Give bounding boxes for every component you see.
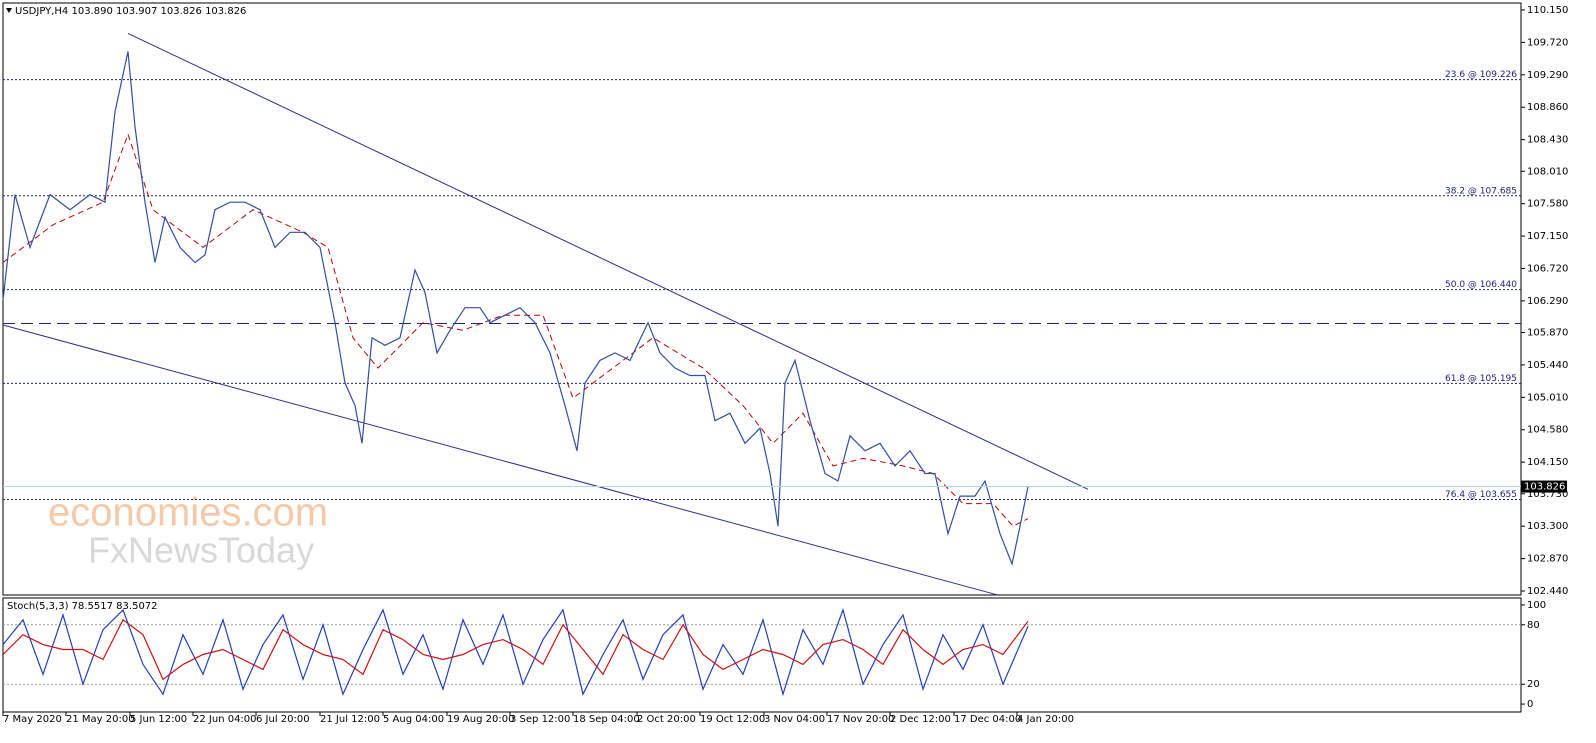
y-tick-label: 103.730 (1527, 489, 1568, 500)
fib-label: 38.2 @ 107.685 (1445, 186, 1517, 196)
x-tick-label: 5 Aug 04:00 (383, 714, 444, 725)
current-price-box (1521, 480, 1567, 493)
y-tick-label: 107.580 (1527, 199, 1568, 210)
y-tick-label: 109.290 (1527, 70, 1568, 81)
y-tick-label: 104.150 (1527, 457, 1568, 468)
y-tick-label: 104.580 (1527, 425, 1568, 436)
watermark: economies.com (48, 491, 328, 535)
fib-label: 76.4 @ 103.655 (1445, 490, 1517, 500)
stoch-title: Stoch(5,3,3) 78.5517 83.5072 (7, 601, 158, 612)
x-tick-label: 19 Oct 12:00 (700, 714, 765, 725)
y-tick-label: 20 (1527, 679, 1540, 690)
x-tick-label: 4 Jan 20:00 (1017, 714, 1074, 725)
x-tick-label: 17 Dec 04:00 (954, 714, 1021, 725)
stoch-line (2, 607, 1029, 697)
y-tick-label: 109.720 (1527, 37, 1568, 48)
x-tick-label: 19 Aug 20:00 (447, 714, 514, 725)
x-tick-label: 17 Nov 20:00 (827, 714, 894, 725)
x-tick-label: 3 Nov 04:00 (764, 714, 825, 725)
y-tick-label: 80 (1527, 620, 1540, 631)
x-tick-label: 21 Jul 12:00 (320, 714, 380, 725)
y-tick-label: 105.010 (1527, 392, 1568, 403)
x-tick-label: 7 May 2020 (3, 714, 62, 725)
y-tick-label: 106.290 (1527, 296, 1568, 307)
fib-label: 23.6 @ 109.226 (1445, 70, 1517, 80)
current-price-label: 103.826 (1524, 482, 1565, 493)
y-tick-label: 110.150 (1527, 5, 1568, 16)
x-tick-label: 18 Sep 04:00 (573, 714, 640, 725)
y-tick-label: 105.870 (1527, 328, 1568, 339)
y-tick-label: 102.440 (1527, 586, 1568, 597)
stoch-line (2, 618, 1029, 681)
trendline (127, 32, 1089, 490)
x-tick-label: 22 Jun 04:00 (193, 714, 257, 725)
fib-label: 50.0 @ 106.440 (1445, 280, 1517, 290)
y-tick-label: 108.010 (1527, 166, 1568, 177)
chart-title: USDJPY,H4 103.890 103.907 103.826 103.82… (15, 6, 246, 17)
price-line (2, 51, 1029, 566)
y-tick-label: 102.870 (1527, 554, 1568, 565)
x-tick-label: 2 Dec 12:00 (890, 714, 951, 725)
y-tick-label: 108.430 (1527, 135, 1568, 146)
y-tick-label: 103.300 (1527, 521, 1568, 532)
y-tick-label: 106.720 (1527, 263, 1568, 274)
y-tick-label: 100 (1527, 600, 1546, 611)
fib-label: 61.8 @ 105.195 (1445, 374, 1517, 384)
x-tick-label: 21 May 20:00 (66, 714, 135, 725)
y-tick-label: 108.860 (1527, 102, 1568, 113)
y-tick-label: 105.440 (1527, 360, 1568, 371)
trendline (2, 324, 998, 596)
x-tick-label: 6 Jul 20:00 (256, 714, 310, 725)
x-tick-label: 5 Jun 12:00 (130, 714, 187, 725)
x-tick-label: 2 Oct 20:00 (637, 714, 696, 725)
stoch-panel (2, 597, 1522, 713)
y-tick-label: 107.150 (1527, 231, 1568, 242)
x-tick-label: 3 Sep 12:00 (510, 714, 570, 725)
moving-average (2, 132, 1029, 527)
menu-icon (6, 8, 12, 13)
y-tick-label: 0 (1527, 699, 1533, 710)
watermark: FxNewsToday (88, 530, 314, 571)
